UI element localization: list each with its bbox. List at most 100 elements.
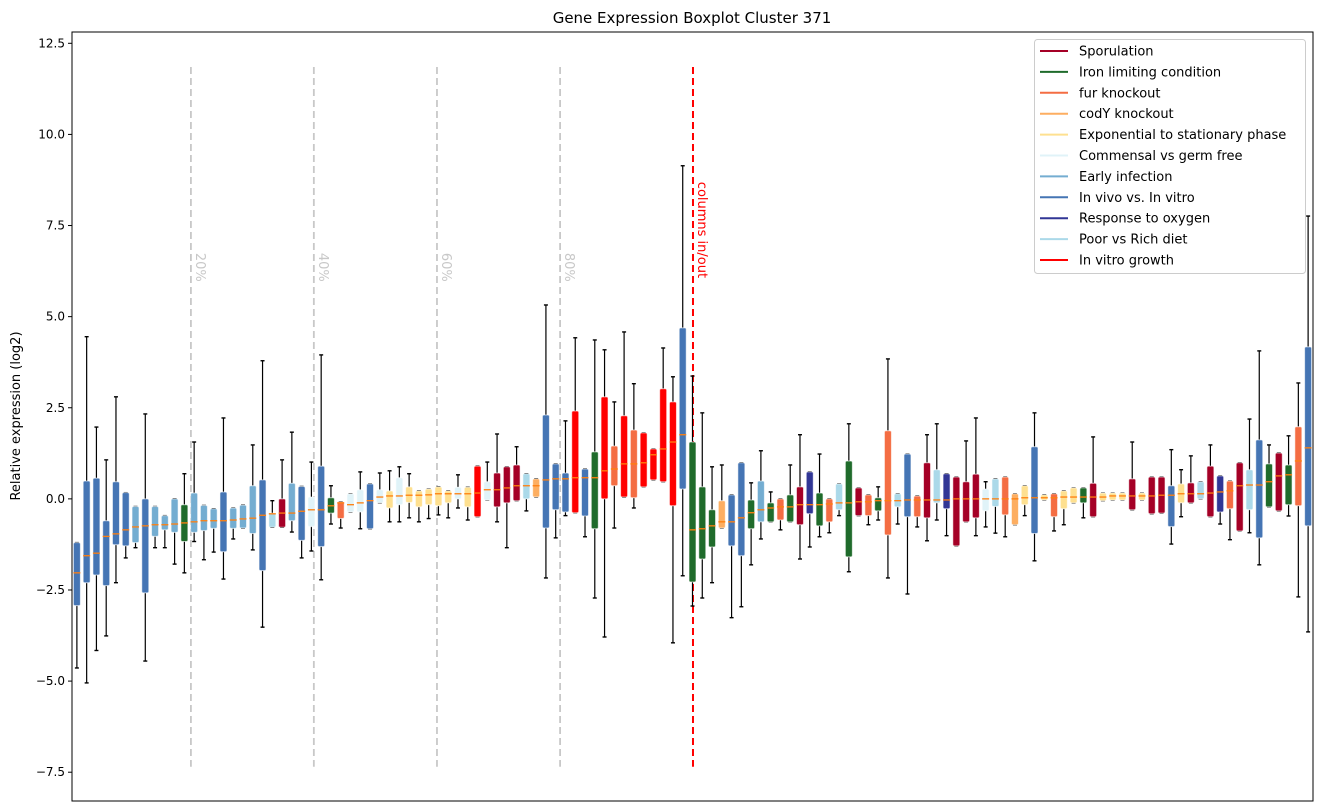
box-iqr [795, 486, 804, 526]
box-iqr [590, 451, 599, 530]
box-iqr [1196, 481, 1205, 500]
box-iqr [678, 327, 687, 490]
box-68 [727, 494, 736, 619]
box-77 [815, 453, 824, 538]
percentile-label: 40% [315, 253, 330, 282]
box-47 [522, 473, 531, 512]
box-iqr [1235, 462, 1244, 532]
box-70 [747, 482, 756, 566]
box-59 [639, 432, 648, 488]
box-61 [659, 347, 668, 483]
box-iqr [932, 469, 941, 504]
box-126 [1294, 382, 1303, 598]
box-iqr [1274, 452, 1283, 512]
box-91 [952, 476, 961, 547]
box-iqr [698, 486, 707, 560]
box-15 [209, 508, 218, 553]
box-56 [610, 401, 619, 529]
box-17 [229, 507, 238, 540]
box-81 [854, 487, 863, 517]
box-74 [786, 464, 795, 523]
box-iqr [453, 486, 462, 500]
box-iqr [1245, 469, 1254, 511]
y-tick-label: 10.0 [38, 127, 65, 141]
box-5 [111, 396, 120, 584]
box-iqr [659, 388, 668, 483]
y-tick-label: 7.5 [46, 219, 65, 233]
box-27 [326, 485, 335, 525]
box-iqr [131, 506, 140, 544]
box-111 [1147, 476, 1156, 515]
box-41 [463, 486, 472, 521]
box-32 [375, 472, 384, 504]
box-94 [981, 481, 990, 528]
box-100 [1040, 494, 1049, 501]
box-iqr [199, 504, 208, 532]
box-iqr [121, 492, 130, 547]
box-79 [835, 483, 844, 517]
box-122 [1255, 350, 1264, 566]
box-24 [297, 485, 306, 559]
box-iqr [600, 396, 609, 500]
box-46 [512, 446, 521, 502]
box-49 [541, 304, 550, 579]
box-35 [405, 473, 414, 519]
legend-item: In vitro growth [1040, 254, 1174, 269]
box-iqr [571, 410, 580, 514]
box-105 [1089, 436, 1098, 518]
box-19 [248, 444, 257, 551]
legend-label: codY knockout [1079, 107, 1174, 122]
box-iqr [239, 504, 248, 529]
box-iqr [1050, 493, 1059, 518]
box-iqr [151, 506, 160, 537]
box-92 [962, 440, 971, 523]
box-9 [151, 505, 160, 549]
box-iqr [1030, 446, 1039, 534]
box-75 [795, 434, 804, 560]
box-6 [121, 491, 130, 559]
y-tick-label: 12.5 [38, 36, 65, 50]
box-iqr [991, 478, 1000, 508]
box-52 [571, 337, 580, 514]
box-84 [883, 358, 892, 579]
box-31 [366, 483, 375, 530]
legend-label: In vitro growth [1079, 254, 1174, 269]
box-iqr [72, 542, 81, 607]
box-iqr [297, 485, 306, 541]
box-iqr [952, 476, 961, 547]
box-iqr [209, 508, 218, 529]
box-34 [395, 466, 404, 523]
box-115 [1186, 455, 1195, 504]
box-iqr [874, 497, 883, 512]
box-40 [453, 474, 462, 509]
box-110 [1137, 492, 1146, 501]
box-iqr [551, 463, 560, 511]
y-axis: −7.5 −5.0 −2.5 0.0 2.5 5.0 7.5 10.0 12.5 [36, 36, 72, 779]
box-iqr [1167, 485, 1176, 528]
box-1 [72, 541, 81, 669]
box-76 [805, 471, 814, 548]
box-114 [1177, 469, 1186, 518]
box-106 [1098, 492, 1107, 502]
box-120 [1235, 462, 1244, 532]
box-iqr [317, 465, 326, 548]
box-iqr [747, 499, 756, 530]
y-tick-label: 5.0 [46, 310, 65, 324]
box-iqr [844, 460, 853, 558]
box-12 [180, 473, 189, 574]
box-iqr [190, 492, 199, 533]
box-42 [473, 465, 482, 518]
box-iqr [268, 512, 277, 528]
box-iqr [1059, 490, 1068, 510]
box-iqr [1089, 482, 1098, 518]
box-iqr [434, 486, 443, 507]
box-iqr [786, 494, 795, 523]
box-117 [1206, 444, 1215, 518]
box-73 [776, 498, 785, 531]
box-96 [1001, 476, 1010, 538]
box-63 [678, 165, 687, 577]
box-11 [170, 498, 179, 565]
legend-item: Iron limiting condition [1040, 65, 1221, 80]
box-108 [1118, 492, 1127, 501]
box-13 [190, 441, 199, 543]
